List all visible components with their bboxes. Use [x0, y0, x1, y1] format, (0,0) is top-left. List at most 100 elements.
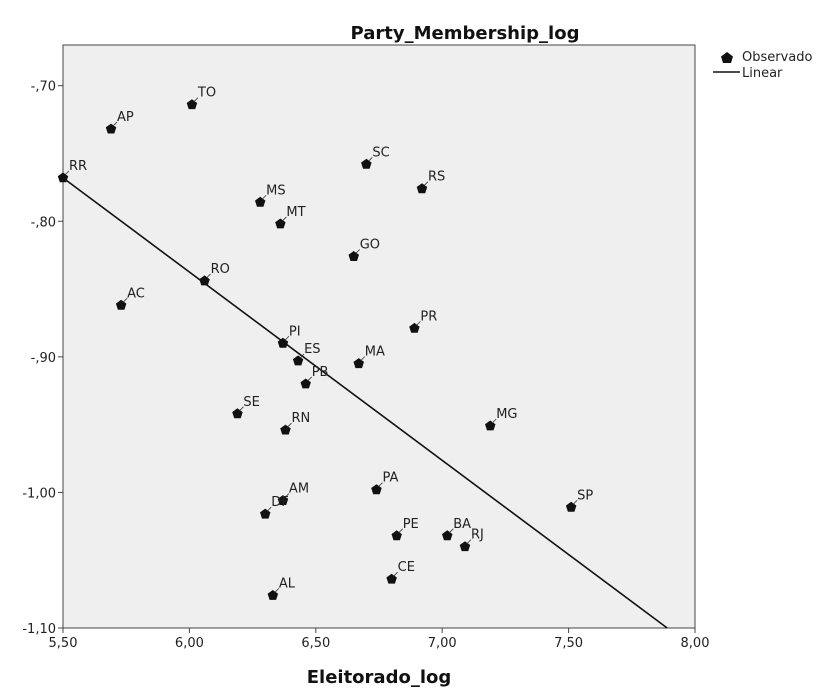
data-point [186, 99, 198, 110]
label-leader [282, 216, 287, 222]
data-point [277, 495, 289, 505]
label-leader [416, 321, 421, 326]
data-point [277, 337, 289, 348]
y-tick-label: -1,10 [22, 622, 56, 637]
label-leader [423, 181, 429, 186]
label-leader [466, 539, 472, 544]
data-point [416, 183, 428, 194]
point-label: PA [382, 471, 398, 486]
point-label: CE [398, 560, 415, 575]
y-tick-label: -,80 [31, 215, 56, 230]
data-point [199, 275, 210, 286]
data-point [391, 530, 402, 541]
legend-pentagon-marker [721, 52, 733, 63]
data-point [386, 573, 397, 584]
point-label: MT [286, 205, 305, 220]
y-tick-label: -,70 [31, 80, 56, 95]
data-point [485, 420, 496, 431]
point-label: RN [291, 411, 310, 426]
legend-item-linear: Linear [713, 66, 783, 81]
point-label: TO [197, 86, 216, 101]
data-point [260, 508, 271, 519]
point-label: RR [69, 159, 87, 174]
label-leader [368, 157, 373, 162]
point-label: PB [312, 365, 329, 380]
label-leader [378, 482, 383, 487]
point-label: ES [304, 342, 320, 357]
axes-group: 5,50 6,00 6,50 7,00 7,50 8,00 -,70 -,80 -,90 -1,0… [22, 80, 709, 651]
point-label: AM [289, 482, 309, 497]
point-label: AP [117, 110, 134, 125]
label-leader [193, 97, 199, 102]
data-point [280, 424, 291, 435]
data-point [371, 484, 382, 495]
data-point [105, 123, 117, 134]
label-leader [261, 194, 267, 200]
label-leader [239, 406, 244, 412]
x-axis-title: Eleitorado_log [307, 667, 452, 688]
label-leader [64, 170, 70, 176]
point-label: AC [127, 286, 145, 301]
data-point [361, 158, 372, 169]
point-label: MS [266, 183, 285, 198]
data-point [565, 501, 577, 512]
data-point [409, 322, 420, 333]
point-label: GO [360, 238, 380, 253]
label-leader [274, 588, 280, 593]
point-label: AL [279, 576, 296, 591]
label-leader [112, 121, 118, 127]
y-tick-label: -,90 [31, 351, 56, 366]
y-tick-label: -1,00 [22, 486, 56, 501]
data-point [57, 172, 69, 183]
point-label: RS [428, 170, 445, 185]
legend: Observado Linear [713, 50, 813, 81]
point-label: MG [496, 407, 517, 422]
legend-label-observado: Observado [742, 50, 813, 65]
data-point [348, 251, 359, 261]
data-point [300, 378, 311, 389]
linear-fit-line [62, 177, 668, 629]
label-leader [448, 528, 454, 534]
label-leader [307, 376, 312, 382]
label-leader [360, 356, 366, 361]
x-tick-label: 5,50 [49, 636, 78, 651]
point-label: BA [453, 517, 471, 532]
point-label: SE [243, 395, 259, 410]
label-leader [287, 422, 292, 428]
data-point [275, 218, 286, 229]
data-point [292, 355, 304, 366]
point-label: RO [211, 262, 230, 277]
point-label: SC [372, 145, 389, 160]
data-point [267, 590, 279, 600]
label-leader [398, 528, 403, 534]
label-leader [284, 493, 290, 498]
label-leader [393, 571, 398, 577]
point-label: DF [271, 495, 289, 510]
data-point [255, 196, 266, 207]
data-point [115, 299, 127, 310]
label-leader [355, 249, 361, 254]
point-label: RJ [471, 528, 484, 543]
chart-title: Party_Membership_log [351, 23, 580, 44]
legend-label-linear: Linear [742, 66, 783, 81]
data-point [232, 408, 243, 419]
point-label: MA [365, 345, 385, 360]
data-point [459, 541, 471, 552]
label-leader [206, 273, 211, 279]
label-leader [572, 500, 578, 505]
x-tick-label: 7,00 [428, 636, 457, 651]
label-leader [284, 335, 290, 341]
x-tick-label: 6,00 [175, 636, 204, 651]
x-tick-label: 6,50 [301, 636, 330, 651]
x-tick-label: 8,00 [681, 636, 710, 651]
plot-area [62, 44, 696, 629]
point-label: PE [403, 517, 419, 532]
label-leader [299, 353, 305, 359]
data-point [442, 530, 453, 541]
label-leader [266, 506, 272, 512]
point-label: PI [289, 324, 301, 339]
data-point [353, 358, 364, 369]
label-leader [122, 298, 128, 303]
